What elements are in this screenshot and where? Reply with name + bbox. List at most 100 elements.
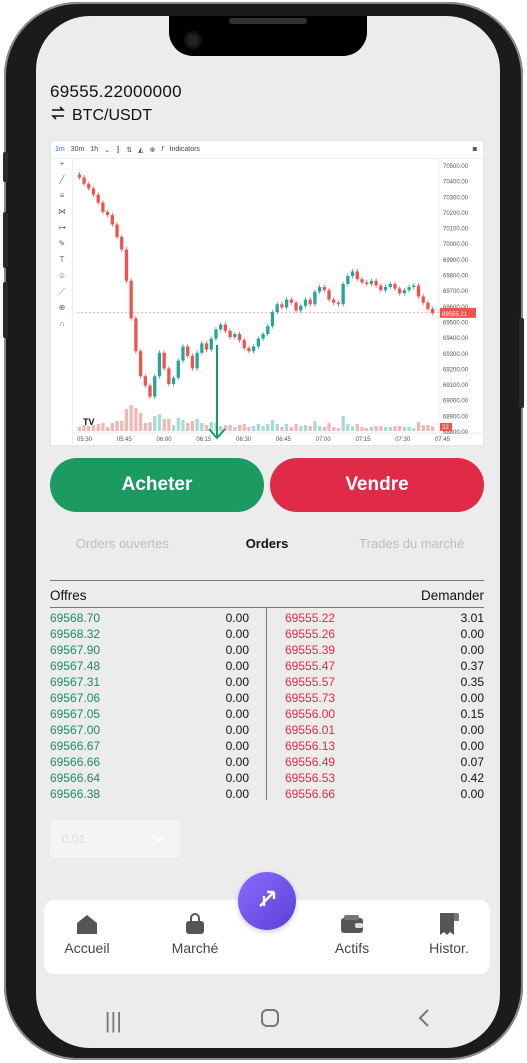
candlestick-plot[interactable]: 70500.00 70400.00 70300.00 70200.00 70100.00… — [51, 141, 485, 447]
bids-row[interactable]: 69566.38 0.00 — [50, 786, 267, 802]
price-chart[interactable]: 1m 30m 1h ⌄ ┇ ⇅ ◭ ⊕ 𝑓 Indicators ◙ + ╱ ≡… — [50, 140, 485, 447]
zoom-in-icon[interactable]: ⊕ — [58, 303, 66, 312]
volume-bar — [369, 427, 374, 431]
asks-amount: 0.00 — [460, 739, 484, 753]
candle-body — [115, 224, 119, 237]
bids-row[interactable]: 69567.90 0.00 — [50, 642, 267, 658]
bids-row[interactable]: 69567.31 0.00 — [50, 674, 267, 690]
candle-body — [157, 352, 162, 377]
asks-row[interactable]: 69556.13 0.00 — [267, 738, 484, 754]
asks-row[interactable]: 69556.49 0.07 — [267, 754, 484, 770]
candle-body — [223, 324, 228, 331]
area-style-icon[interactable]: ◭ — [138, 146, 144, 154]
trendline-icon[interactable]: ╱ — [59, 175, 65, 184]
asks-row[interactable]: 69555.47 0.37 — [267, 658, 484, 674]
bids-list: 69568.70 0.00 69568.32 0.00 69567.90 0.00 6956… — [50, 610, 267, 802]
asks-row[interactable]: 69556.66 0.00 — [267, 786, 484, 802]
measure-icon[interactable]: ⊶ — [58, 223, 66, 232]
asks-amount: 0.07 — [460, 755, 484, 769]
candle-body — [346, 276, 350, 284]
asks-row[interactable]: 69555.39 0.00 — [267, 642, 484, 658]
bids-price: 69567.00 — [50, 723, 101, 737]
text-icon[interactable]: T — [59, 255, 65, 264]
tab-orders[interactable]: Orders — [245, 536, 289, 551]
volume-bar — [374, 426, 378, 431]
volume-bar — [275, 424, 279, 431]
chevron-down-icon[interactable]: ⌄ — [104, 146, 111, 154]
bids-row[interactable]: 69568.32 0.00 — [50, 626, 267, 642]
tab-market-trades[interactable]: Trades du marché — [359, 536, 465, 551]
brush-icon[interactable]: ✎ — [58, 239, 66, 248]
bids-row[interactable]: 69566.67 0.00 — [50, 738, 267, 754]
tab-open-orders[interactable]: Orders ouvertes — [75, 536, 169, 551]
volume-bar — [171, 425, 176, 431]
x-tick-label: 06:15 — [196, 437, 212, 443]
bids-row[interactable]: 69567.05 0.00 — [50, 706, 267, 722]
bids-row[interactable]: 69566.64 0.00 — [50, 770, 267, 786]
candle-body — [350, 271, 355, 277]
candle-body — [374, 280, 378, 286]
volume-bar — [214, 423, 218, 431]
precision-select[interactable]: 0.01 — [50, 820, 180, 858]
volume-bar — [87, 426, 91, 431]
candle-body — [171, 377, 176, 385]
home-button-icon[interactable] — [260, 1008, 280, 1034]
plus-circle-icon[interactable]: ⊕ — [149, 146, 156, 154]
asks-row[interactable]: 69556.00 0.15 — [267, 706, 484, 722]
bids-row[interactable]: 69567.00 0.00 — [50, 722, 267, 738]
volume-bar — [138, 413, 143, 431]
volume-bar — [195, 419, 199, 431]
trade-fab[interactable] — [238, 872, 296, 930]
nav-home[interactable]: Accueil — [42, 908, 132, 956]
asks-row[interactable]: 69555.22 3.01 — [267, 610, 484, 626]
asks-row[interactable]: 69556.01 0.00 — [267, 722, 484, 738]
asks-price: 69556.00 — [285, 707, 336, 721]
x-tick-label: 06:30 — [236, 437, 252, 443]
nav-market[interactable]: Marché — [150, 908, 240, 956]
camera-icon[interactable]: ◙ — [472, 146, 477, 153]
ticker-price: 69555.22000000 — [50, 82, 182, 101]
asks-price: 69555.39 — [285, 643, 336, 657]
nav-history[interactable]: Histor. — [404, 908, 494, 956]
volume-bar — [237, 425, 242, 431]
interval-1m[interactable]: 1m — [55, 146, 65, 153]
candle-body — [101, 202, 105, 212]
sell-button[interactable]: Vendre — [270, 458, 484, 512]
recent-apps-icon[interactable]: ||| — [104, 1008, 122, 1033]
compare-icon[interactable]: ⇅ — [126, 146, 133, 154]
buy-button[interactable]: Acheter — [50, 458, 264, 512]
candle-body — [167, 368, 171, 385]
interval-1h[interactable]: 1h — [90, 146, 99, 153]
asks-row[interactable]: 69555.57 0.35 — [267, 674, 484, 690]
volume-bar — [204, 425, 209, 431]
bids-row[interactable]: 69567.48 0.00 — [50, 658, 267, 674]
y-tick-label: 69500.00 — [443, 320, 469, 326]
pattern-icon[interactable]: ⋈ — [58, 207, 66, 216]
y-tick-label: 69700.00 — [443, 289, 469, 295]
indicators-button[interactable]: Indicators — [169, 146, 200, 153]
back-icon[interactable] — [417, 1008, 431, 1034]
crosshair-icon[interactable]: + — [59, 159, 65, 168]
magnet-icon[interactable]: ∩ — [59, 319, 65, 328]
bids-row[interactable]: 69568.70 0.00 — [50, 610, 267, 626]
bids-row[interactable]: 69567.06 0.00 — [50, 690, 267, 706]
asks-row[interactable]: 69555.73 0.00 — [267, 690, 484, 706]
asks-row[interactable]: 69556.53 0.42 — [267, 770, 484, 786]
asks-row[interactable]: 69555.26 0.00 — [267, 626, 484, 642]
bids-row[interactable]: 69566.66 0.00 — [50, 754, 267, 770]
exchange-icon — [252, 884, 282, 919]
interval-30m[interactable]: 30m — [70, 146, 85, 153]
volume-up-button — [3, 212, 8, 268]
volume-bar — [402, 427, 407, 431]
ruler-icon[interactable]: ⟋ — [59, 287, 65, 296]
bids-amount: 0.00 — [225, 675, 249, 689]
volume-bar — [430, 426, 435, 431]
nav-assets[interactable]: Actifs — [307, 908, 397, 956]
emoji-icon[interactable]: ☺ — [57, 271, 67, 280]
candle-body — [181, 346, 185, 361]
horizontal-lines-icon[interactable]: ≡ — [59, 191, 65, 200]
bar-style-icon[interactable]: ┇ — [116, 146, 121, 154]
candle-body — [313, 291, 317, 305]
indicators-icon[interactable]: 𝑓 — [161, 145, 164, 153]
pair-selector[interactable]: BTC/USDT — [50, 106, 152, 125]
